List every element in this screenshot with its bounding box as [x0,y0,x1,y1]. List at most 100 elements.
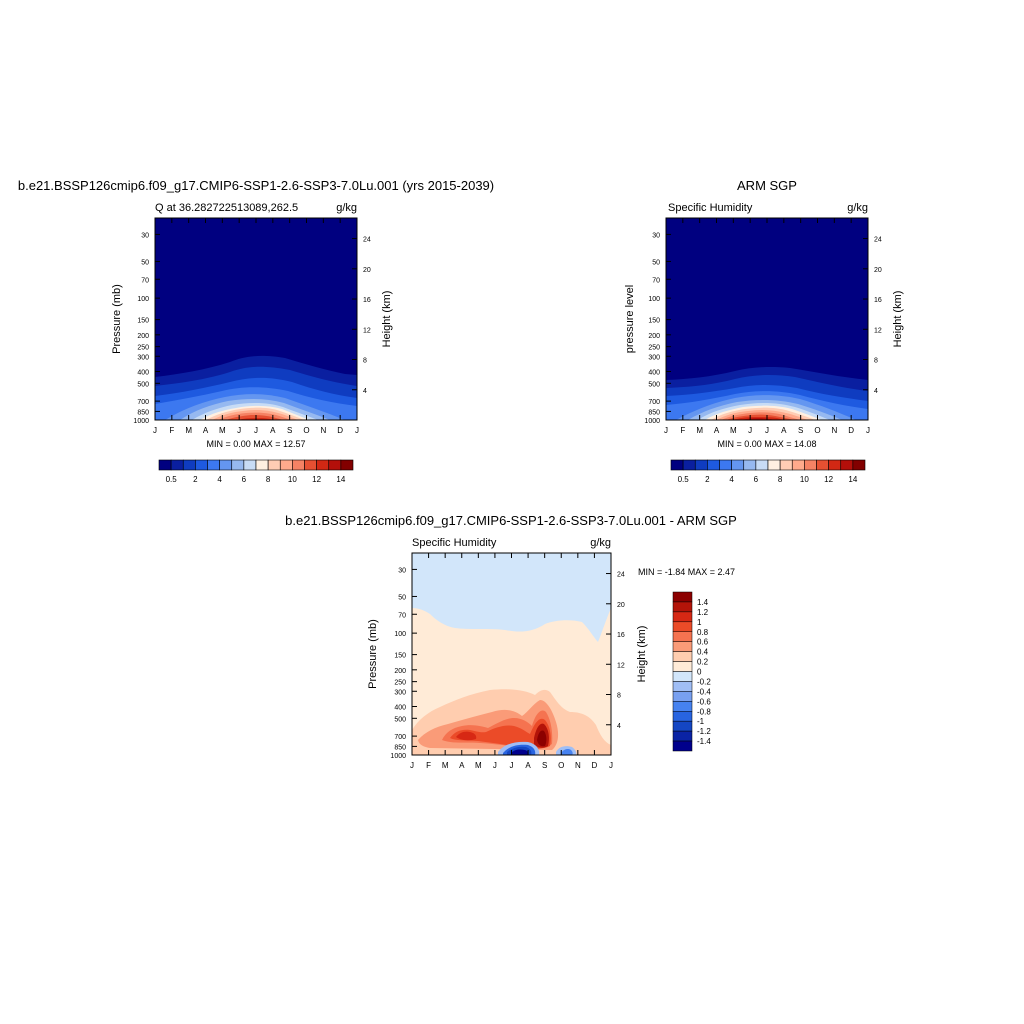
x-tick-label: M [219,426,226,435]
colorbar-label: 4 [217,475,222,484]
y-tick-label: 200 [394,668,406,675]
colorbar-swatch [670,459,684,471]
x-tick-label: J [609,761,613,770]
x-tick-label: A [781,426,787,435]
y-tick-label: 850 [137,409,149,416]
colorbar-label: 2 [193,475,198,484]
x-tick-label: J [237,426,241,435]
x-tick-label: S [287,426,292,435]
contour-band-d12 [456,731,477,741]
y-axis-label: pressure level [624,285,636,353]
colorbar-swatch [672,691,693,702]
colorbar-label: 0.4 [697,648,709,657]
colorbar-label: 0.5 [166,475,178,484]
y-right-tick-label: 24 [363,237,371,244]
y-tick-label: 30 [652,232,660,239]
colorbar-label: -0.4 [697,687,711,696]
contour-band-dm16 [511,749,529,755]
y-right-tick-label: 4 [874,388,878,395]
x-tick-label: S [542,761,547,770]
colorbar-label: -0.6 [697,697,711,706]
y-tick-label: 50 [652,259,660,266]
x-tick-label: J [355,426,359,435]
y-axis-label: Pressure (mb) [111,284,123,354]
y-tick-label: 50 [398,594,406,601]
colorbar-swatch [672,661,693,672]
x-tick-label: A [714,426,720,435]
colorbar-swatch [672,621,693,632]
y-right-tick-label: 24 [617,572,625,579]
colorbar-swatch [328,459,342,471]
y-right-tick-label: 24 [874,237,882,244]
x-tick-label: O [303,426,309,435]
y-tick-label: 300 [648,354,660,361]
y-tick-label: 30 [398,567,406,574]
panel-model-title: b.e21.BSSP126cmip6.f09_g17.CMIP6-SSP1-2.… [18,178,494,193]
y-right-tick-label: 20 [874,267,882,274]
colorbar-swatch [219,459,233,471]
colorbar-label: 12 [824,475,833,484]
colorbar-label: 6 [242,475,247,484]
x-tick-label: N [575,761,581,770]
y-tick-label: 200 [648,333,660,340]
y-right-axis-label: Height (km) [892,291,904,348]
y-tick-label: 70 [652,277,660,284]
panel-model-left-label: Q at 36.282722513089,262.5 [155,202,298,214]
y-right-axis-label: Height (km) [636,626,648,683]
colorbar-label: 14 [848,475,857,484]
x-tick-label: J [153,426,157,435]
panel-diff-colorbar: 1.41.210.80.60.40.20-0.2-0.4-0.6-0.8-1-1… [672,591,711,752]
colorbar-label: -1.4 [697,737,711,746]
y-tick-label: 400 [394,705,406,712]
x-tick-label: J [493,761,497,770]
colorbar-label: 4 [729,475,734,484]
y-right-tick-label: 8 [363,358,367,365]
colorbar-swatch [804,459,817,471]
colorbar-swatch [243,459,257,471]
panel-model-stats: MIN = 0.00 MAX = 12.57 [206,439,305,449]
x-tick-label: J [510,761,514,770]
x-tick-label: M [442,761,449,770]
y-tick-label: 500 [648,381,660,388]
panel-diff-title: b.e21.BSSP126cmip6.f09_g17.CMIP6-SSP1-2.… [285,513,737,528]
colorbar-swatch [672,611,693,623]
panel-diff-units: g/kg [590,537,611,549]
x-tick-label: F [680,426,685,435]
panel-model: b.e21.BSSP126cmip6.f09_g17.CMIP6-SSP1-2.… [18,178,494,484]
panel-diff: b.e21.BSSP126cmip6.f09_g17.CMIP6-SSP1-2.… [285,513,737,770]
colorbar-swatch [279,459,293,471]
x-tick-label: N [831,426,837,435]
x-tick-label: D [592,761,598,770]
colorbar-swatch [672,631,693,642]
colorbar-label: 1.4 [697,598,709,607]
panel-obs-stats: MIN = 0.00 MAX = 14.08 [717,439,816,449]
colorbar-swatch [816,459,829,471]
y-tick-label: 400 [648,370,660,377]
y-right-tick-label: 12 [363,327,371,334]
y-tick-label: 200 [137,333,149,340]
colorbar-swatch [672,641,693,652]
colorbar-label: 8 [778,475,783,484]
panel-model-axes: J F M A M J J A S O N D J 30 50 70 100 150 200 250 300 400 500… [111,218,393,435]
panel-obs-colorbar: 0.5 2 4 6 8 10 12 14 [670,459,866,484]
y-tick-label: 100 [394,631,406,638]
colorbar-swatch [731,459,745,471]
colorbar-swatch [779,459,793,471]
y-tick-label: 150 [137,318,149,325]
colorbar-swatch [207,459,220,471]
colorbar-swatch [682,459,696,471]
y-tick-label: 70 [141,277,149,284]
y-tick-label: 100 [137,296,149,303]
contour-band-q11 [226,415,284,420]
panel-diff-left-label: Specific Humidity [412,537,497,549]
colorbar-swatch [182,459,196,471]
panel-obs-contours [666,218,868,420]
colorbar-label: 1.2 [697,608,709,617]
colorbar-swatch [840,459,854,471]
colorbar-swatch [340,459,354,471]
y-tick-label: 700 [137,399,149,406]
x-tick-label: S [798,426,803,435]
colorbar-swatch [672,671,693,682]
colorbar-swatch [158,459,172,471]
